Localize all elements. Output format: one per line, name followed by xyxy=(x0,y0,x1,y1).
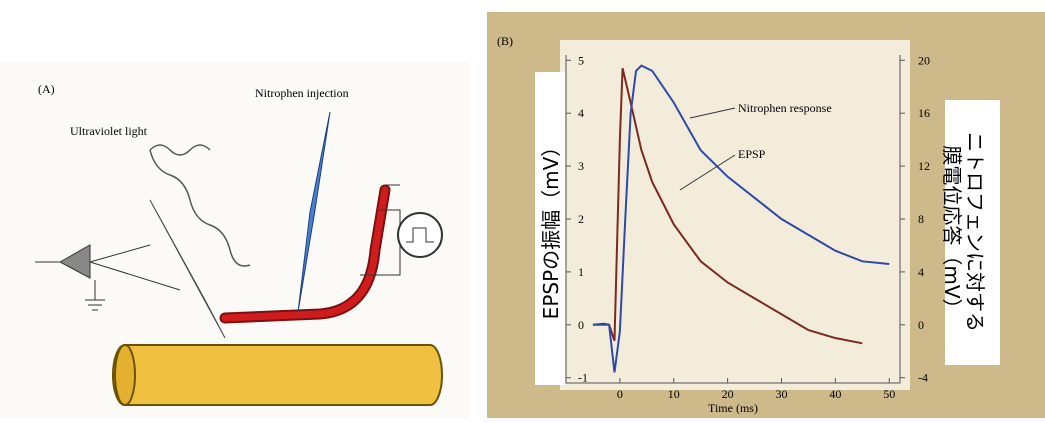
y-tick-label: 4 xyxy=(578,106,584,120)
panel-a-label: (A) xyxy=(38,82,55,96)
annotation: Nitrophen response xyxy=(738,101,832,115)
panel-b-label: (B) xyxy=(497,34,513,48)
y-axis-label: EPSPの振幅（mV） xyxy=(539,137,563,320)
figure: (A) Nitrophen injection Ultraviolet ligh… xyxy=(0,0,1045,418)
y2-tick-label: 8 xyxy=(918,212,924,226)
y2-tick-label: 12 xyxy=(918,159,930,173)
x-tick-label: 30 xyxy=(775,387,787,401)
axon-end xyxy=(115,345,135,405)
y2-tick-label: 16 xyxy=(918,106,930,120)
y-tick-label: 3 xyxy=(578,159,584,173)
injection-label: Nitrophen injection xyxy=(255,86,349,100)
y-tick-label: 2 xyxy=(578,212,584,226)
y2-tick-label: 20 xyxy=(918,53,930,67)
x-tick-label: 40 xyxy=(829,387,841,401)
x-tick-label: 0 xyxy=(617,387,623,401)
y2-tick-label: 4 xyxy=(918,265,924,279)
y-tick-label: 1 xyxy=(578,265,584,279)
x-tick-label: 50 xyxy=(883,387,895,401)
x-tick-label: 20 xyxy=(722,387,734,401)
panel-a: (A) Nitrophen injection Ultraviolet ligh… xyxy=(0,62,470,418)
stimulator xyxy=(398,213,442,257)
y-tick-label: -1 xyxy=(578,371,588,385)
light-label: Ultraviolet light xyxy=(70,124,148,138)
y2-axis-label: ニトロフェンに対する xyxy=(963,132,987,332)
y2-tick-label: -4 xyxy=(918,371,928,385)
annotation: EPSP xyxy=(738,147,766,161)
y2-axis-label: 膜電位応答（mV） xyxy=(940,145,964,318)
axon xyxy=(113,345,442,405)
y-tick-label: 5 xyxy=(578,53,584,67)
x-tick-label: 10 xyxy=(668,387,680,401)
y2-tick-label: 0 xyxy=(918,318,924,332)
y-tick-label: 0 xyxy=(578,318,584,332)
x-axis-label: Time (ms) xyxy=(708,401,758,415)
